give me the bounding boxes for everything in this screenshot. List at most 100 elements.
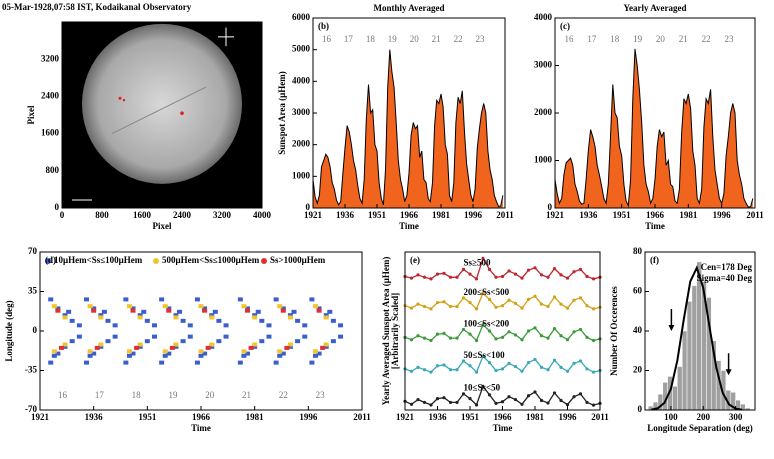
cycle-label: 22 bbox=[279, 390, 288, 400]
scatter-point bbox=[130, 306, 136, 311]
series-point bbox=[591, 277, 596, 281]
plot-frame bbox=[61, 21, 263, 209]
chart-title: 05-Mar-1928,07:58 IST, Kodaikanal Observ… bbox=[2, 2, 192, 12]
x-tick-label: 2011 bbox=[353, 412, 371, 422]
scatter-point bbox=[287, 315, 293, 320]
series-point bbox=[474, 338, 479, 343]
series-point bbox=[591, 338, 596, 343]
series-point bbox=[461, 392, 466, 396]
scatter-point bbox=[245, 308, 251, 313]
series-point bbox=[481, 291, 485, 295]
series-point bbox=[533, 266, 537, 270]
x-tick-label: 2400 bbox=[173, 210, 192, 220]
series-point bbox=[578, 296, 583, 300]
scatter-point bbox=[126, 353, 132, 358]
series-point bbox=[429, 370, 433, 374]
series-point bbox=[448, 336, 453, 340]
x-tick-label: 2011 bbox=[746, 210, 764, 220]
scatter-point bbox=[273, 297, 279, 302]
scatter-point bbox=[266, 323, 272, 328]
series-point bbox=[481, 384, 485, 388]
series-point bbox=[585, 274, 589, 279]
scatter-point bbox=[76, 323, 82, 328]
series-point bbox=[416, 334, 420, 338]
scatter-point bbox=[162, 349, 168, 354]
x-axis-label: Time bbox=[493, 423, 513, 433]
scatter-point bbox=[280, 306, 286, 311]
scatter-point bbox=[259, 339, 265, 344]
scatter-point bbox=[144, 339, 150, 344]
series-point bbox=[552, 391, 557, 395]
y-tick-label: 800 bbox=[46, 165, 60, 175]
scatter-point bbox=[237, 360, 243, 365]
series-point bbox=[468, 300, 472, 305]
scatter-point bbox=[202, 351, 208, 356]
y-axis-label: Yearly Averaged Sunspot Area (μHem) bbox=[381, 257, 391, 406]
cycle-label: 20 bbox=[205, 390, 215, 400]
cycle-label: 18 bbox=[366, 34, 376, 44]
series-point bbox=[409, 306, 414, 310]
x-axis-label: Time bbox=[399, 221, 419, 231]
y-tick-label: 0 bbox=[306, 202, 311, 212]
series-point bbox=[591, 307, 596, 311]
y-axis-label: Longitude (deg) bbox=[4, 300, 14, 361]
series-point bbox=[455, 304, 459, 309]
series-point bbox=[435, 300, 440, 305]
x-axis-label: Longitude Separation (deg) bbox=[647, 423, 753, 433]
series-point bbox=[565, 338, 570, 342]
scatter-point bbox=[252, 344, 258, 349]
series-point bbox=[481, 323, 485, 327]
scatter-point bbox=[137, 344, 143, 349]
series-point bbox=[585, 367, 589, 371]
scatter-point bbox=[198, 304, 204, 309]
scatter-point bbox=[202, 306, 208, 311]
solar-disk bbox=[82, 23, 242, 184]
x-tick-label: 1981 bbox=[246, 412, 265, 422]
cycle-label: 22 bbox=[454, 34, 463, 44]
scatter-point bbox=[241, 349, 247, 354]
series-point bbox=[513, 333, 518, 337]
scatter-point bbox=[76, 334, 82, 339]
series-point bbox=[565, 403, 570, 407]
scatter-point bbox=[338, 323, 344, 328]
series-point bbox=[552, 266, 557, 271]
series-point bbox=[448, 304, 453, 309]
series-label: Ss≥500 bbox=[464, 258, 491, 268]
series-point bbox=[455, 275, 459, 279]
series-point bbox=[539, 302, 544, 306]
cycle-label: 19 bbox=[633, 34, 643, 44]
legend-marker bbox=[261, 258, 267, 264]
cycle-label: 23 bbox=[725, 34, 735, 44]
series-point bbox=[526, 329, 531, 333]
series-point bbox=[559, 302, 563, 306]
series-point bbox=[572, 361, 576, 365]
y-axis-label: Number Of Occerences bbox=[609, 286, 619, 376]
scatter-point bbox=[101, 309, 107, 314]
scatter-point bbox=[266, 334, 272, 339]
scatter-point bbox=[91, 306, 97, 311]
x-tick-label: 1951 bbox=[613, 210, 632, 220]
series-point bbox=[572, 395, 576, 399]
scatter-point bbox=[173, 344, 179, 349]
x-tick-label: 1981 bbox=[526, 412, 545, 422]
series-point bbox=[448, 400, 453, 405]
scatter-point bbox=[159, 360, 165, 365]
series-label: 200≤Ss<500 bbox=[464, 287, 510, 297]
x-tick-label: 1966 bbox=[646, 210, 665, 220]
series-point bbox=[578, 359, 583, 363]
x-tick-label: 1936 bbox=[429, 412, 448, 422]
x-tick-label: 1936 bbox=[336, 210, 355, 220]
scatter-point bbox=[245, 306, 251, 311]
cycle-label: 19 bbox=[388, 34, 398, 44]
series-point bbox=[461, 296, 466, 300]
x-tick-label: 1951 bbox=[368, 210, 387, 220]
scatter-point bbox=[58, 345, 64, 350]
scatter-point bbox=[180, 339, 186, 344]
y-tick-label: 0 bbox=[638, 404, 643, 414]
scatter-point bbox=[130, 351, 136, 356]
series-point bbox=[520, 306, 524, 310]
series-point bbox=[565, 306, 570, 310]
legend-marker bbox=[153, 258, 159, 264]
series-point bbox=[520, 369, 524, 373]
scatter-point bbox=[137, 315, 143, 320]
